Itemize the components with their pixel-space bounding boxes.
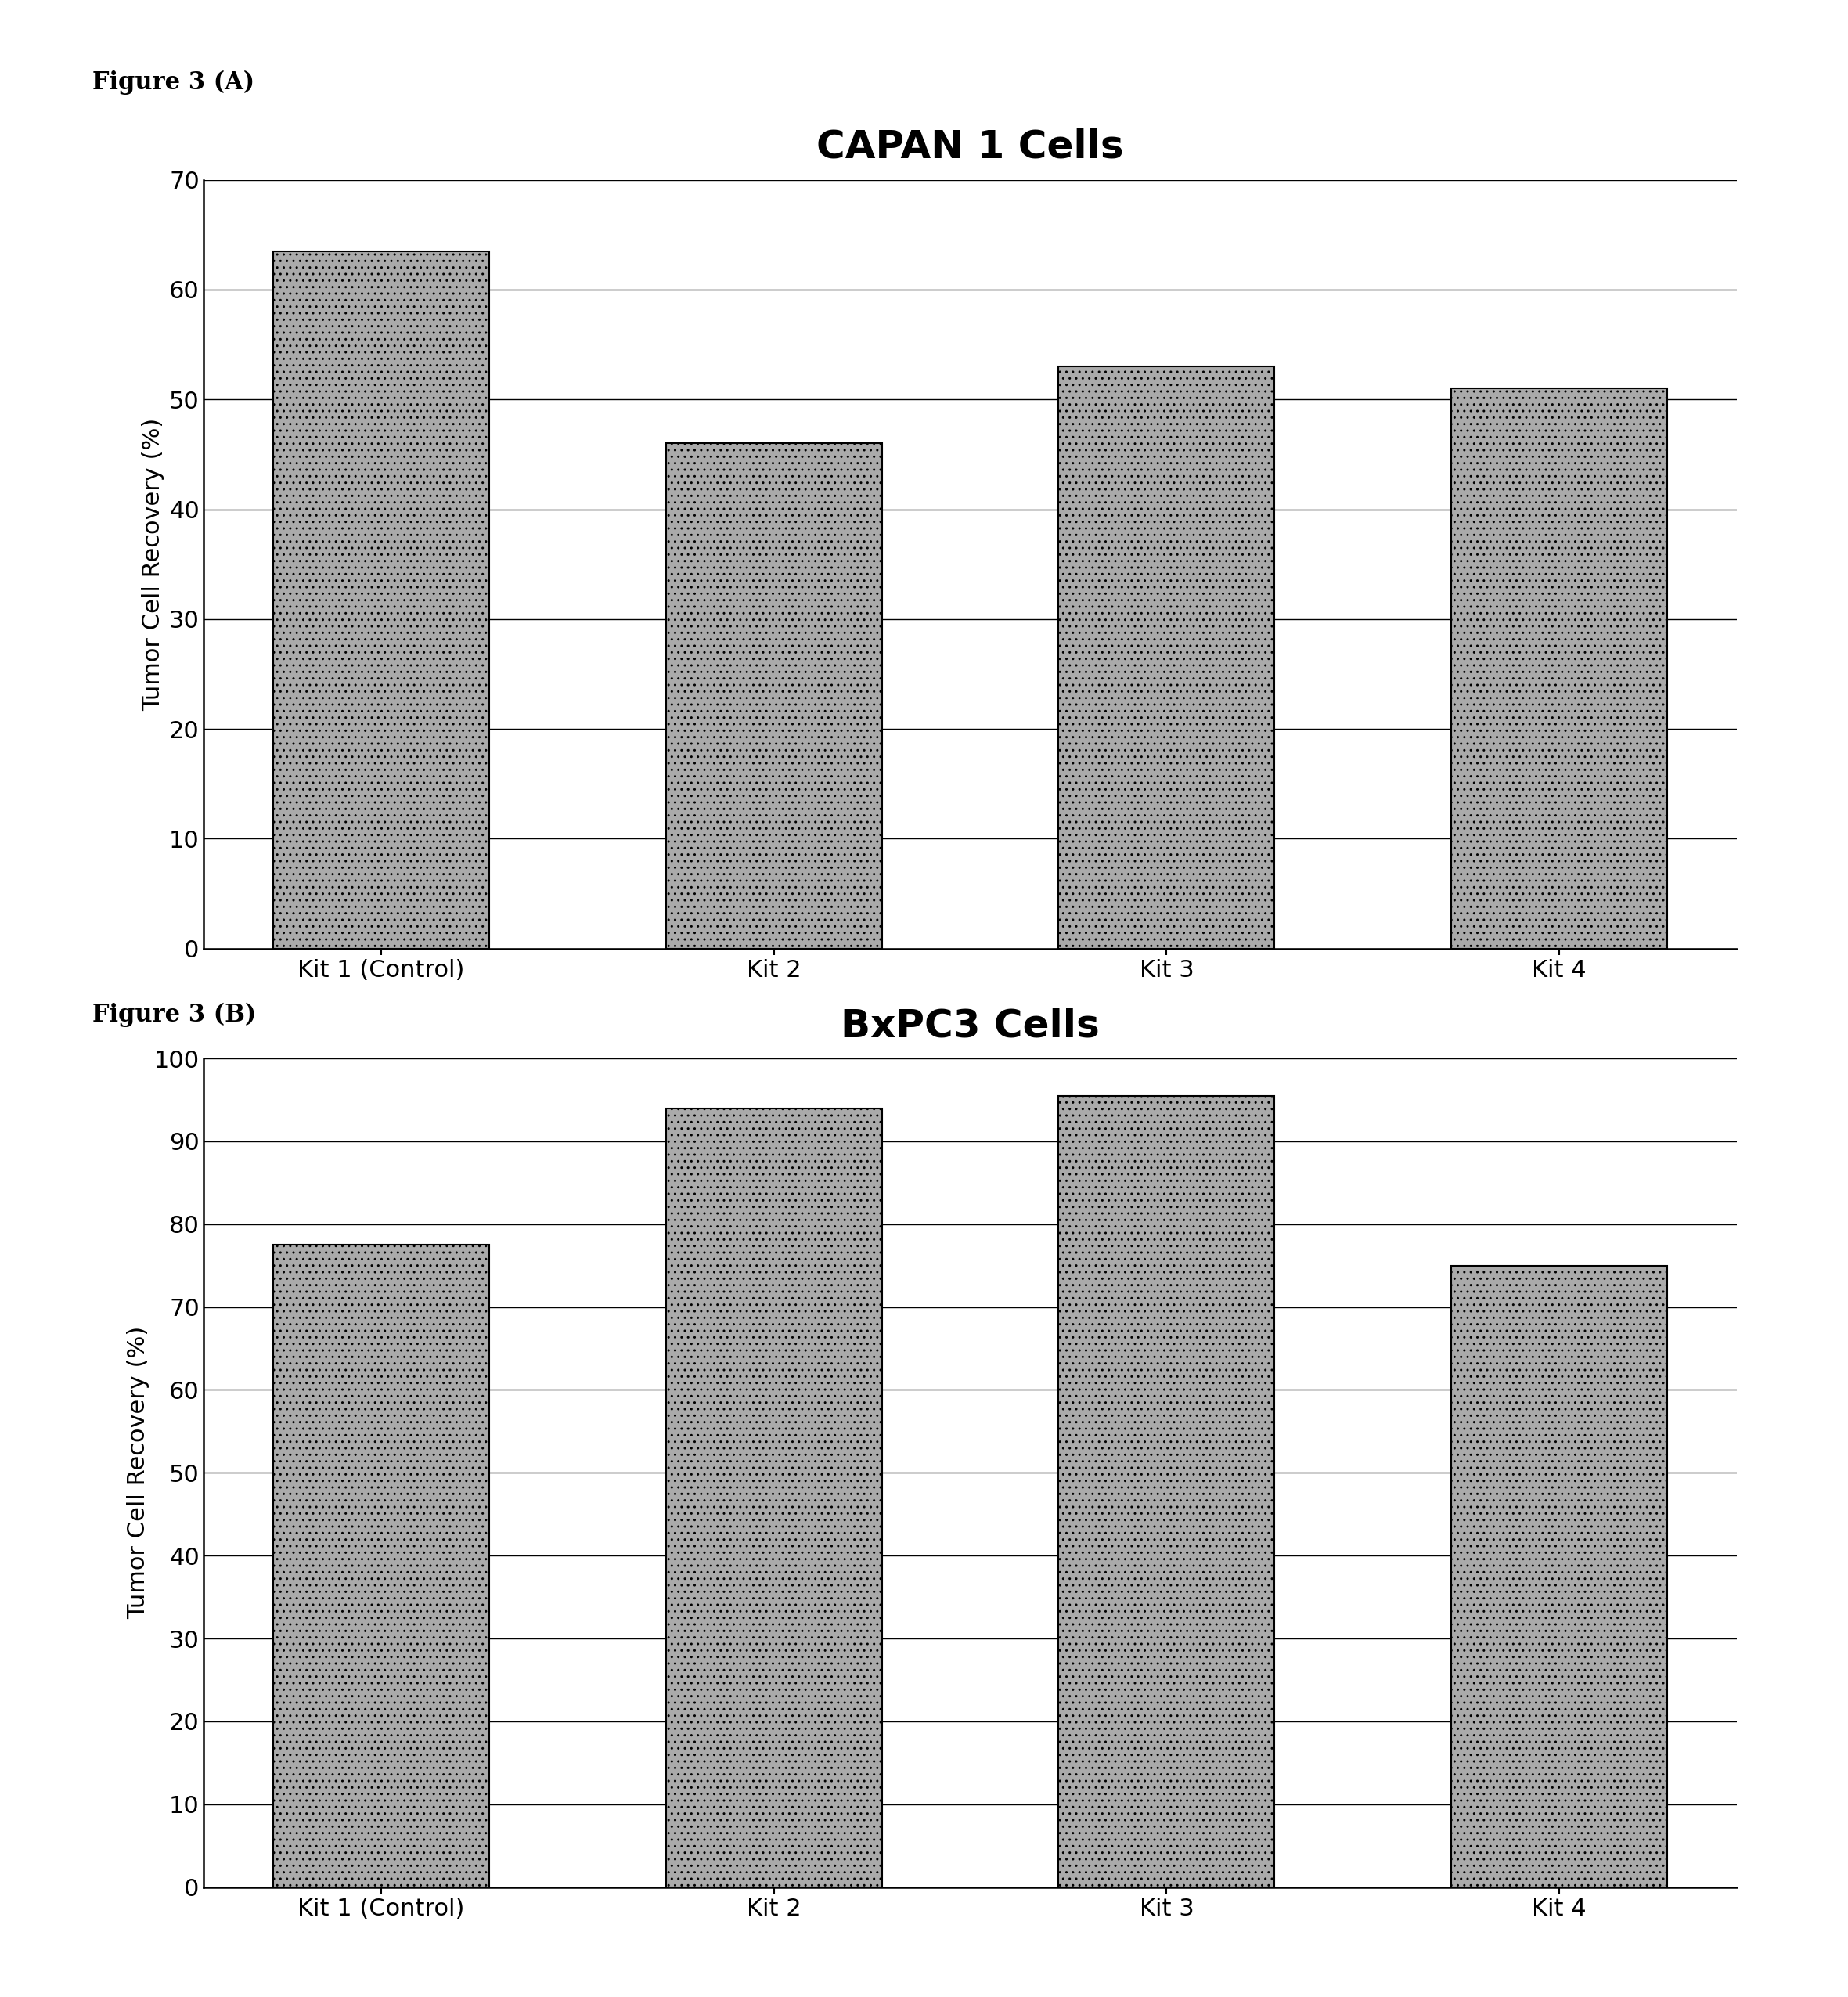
Y-axis label: Tumor Cell Recovery (%): Tumor Cell Recovery (%)	[142, 417, 164, 711]
Title: BxPC3 Cells: BxPC3 Cells	[841, 1006, 1100, 1044]
Bar	[1451, 387, 1667, 949]
Text: Figure 3 (A): Figure 3 (A)	[92, 70, 255, 94]
Bar	[274, 1244, 490, 1887]
Bar	[665, 1108, 881, 1887]
Text: Figure 3 (B): Figure 3 (B)	[92, 1002, 257, 1026]
Title: CAPAN 1 Cells: CAPAN 1 Cells	[817, 128, 1124, 166]
Bar	[1451, 1266, 1667, 1887]
Bar	[1059, 367, 1275, 949]
Y-axis label: Tumor Cell Recovery (%): Tumor Cell Recovery (%)	[128, 1326, 150, 1620]
Bar	[274, 252, 490, 949]
Bar	[665, 443, 881, 949]
Bar	[1059, 1096, 1275, 1887]
